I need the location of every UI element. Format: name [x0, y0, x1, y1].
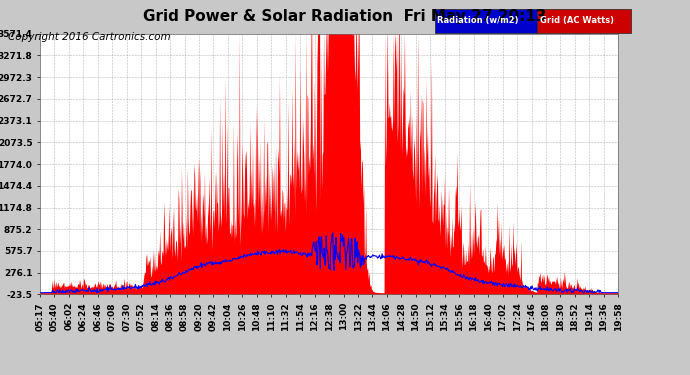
Text: Grid Power & Solar Radiation  Fri May 27 20:13: Grid Power & Solar Radiation Fri May 27 …: [144, 9, 546, 24]
Text: Grid (AC Watts): Grid (AC Watts): [540, 16, 613, 26]
Text: Copyright 2016 Cartronics.com: Copyright 2016 Cartronics.com: [8, 32, 171, 42]
Text: Radiation (w/m2): Radiation (w/m2): [437, 16, 519, 26]
